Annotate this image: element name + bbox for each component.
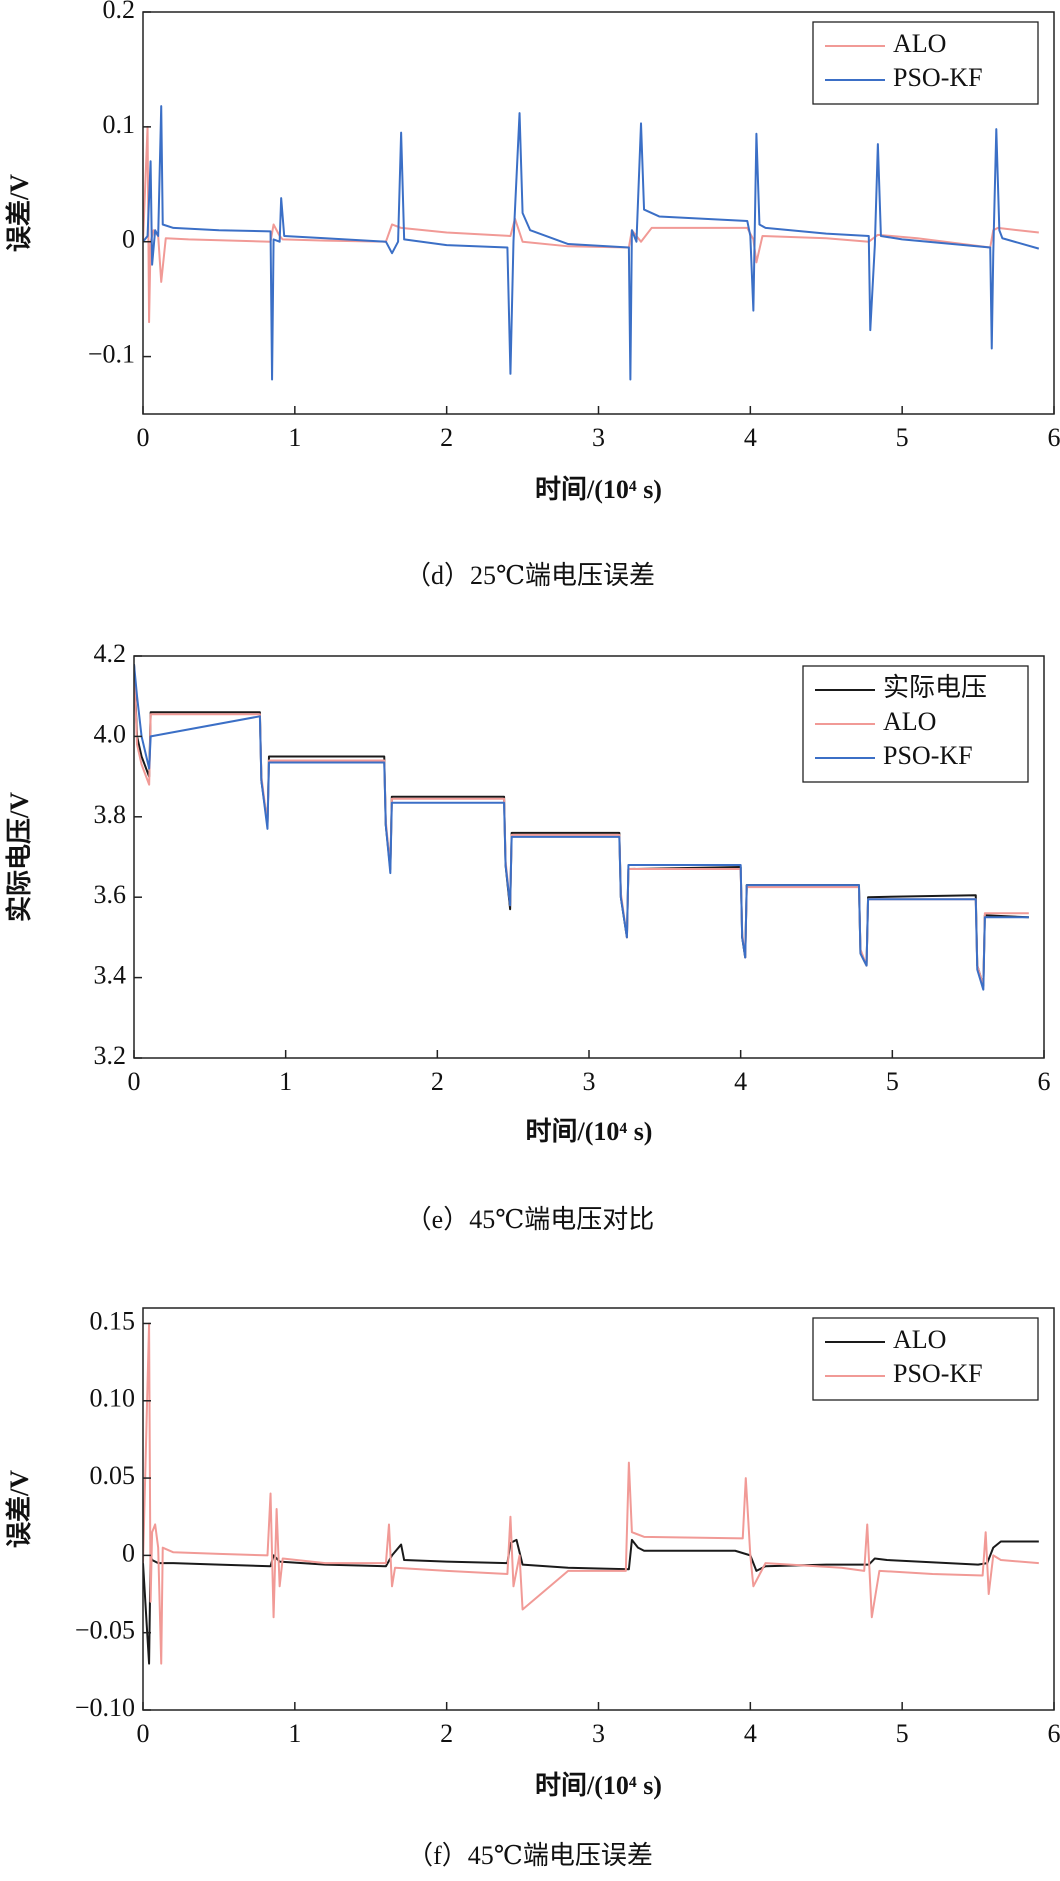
legend-label: PSO-KF xyxy=(893,1359,983,1388)
x-tick-label: 1 xyxy=(288,1719,301,1748)
x-tick-label: 2 xyxy=(431,1067,444,1096)
x-tick-label: 6 xyxy=(1038,1067,1051,1096)
y-tick-label: 0.1 xyxy=(103,110,136,139)
x-tick-label: 2 xyxy=(440,1719,453,1748)
y-tick-label: 3.4 xyxy=(94,961,127,990)
legend-label: PSO-KF xyxy=(883,741,973,770)
y-tick-label: −0.10 xyxy=(75,1693,135,1722)
chart: 0 1 2 3 4 5 6 3.2 3.4 3.6 3.8 4.0 4.2 时间/(10⁴ s) 实际电压/… xyxy=(4,639,1051,1234)
x-tick-label: 3 xyxy=(592,423,605,452)
legend-label: ALO xyxy=(893,29,946,58)
caption: （d）25℃端电压误差 xyxy=(405,561,655,590)
caption: （f）45℃端电压误差 xyxy=(407,1841,653,1870)
y-tick-label: 3.6 xyxy=(94,880,127,909)
legend-box xyxy=(812,1317,1039,1401)
legend-label: PSO-KF xyxy=(893,63,983,92)
legend: 实际电压 ALO PSO-KF xyxy=(802,665,1029,783)
x-tick-label: 1 xyxy=(279,1067,292,1096)
legend-box xyxy=(812,21,1039,105)
x-axis-label: 时间/(10⁴ s) xyxy=(535,475,662,504)
y-axis-label: 误差/V xyxy=(4,1470,34,1548)
y-tick-label: 0 xyxy=(122,225,135,254)
x-tick-label: 0 xyxy=(137,1719,150,1748)
caption: （e）45℃端电压对比 xyxy=(406,1205,655,1234)
chart: 0 1 2 3 4 5 6 −0.10 −0.05 0 0.05 0.10 0.15 时间/(10⁴ s)… xyxy=(4,1306,1060,1870)
y-tick-label: 0.10 xyxy=(90,1384,136,1413)
x-tick-label: 0 xyxy=(128,1067,141,1096)
series-line xyxy=(143,1322,1039,1665)
y-tick-label: −0.1 xyxy=(88,340,135,369)
y-tick-label: 0.05 xyxy=(90,1461,136,1490)
y-tick-label: 0 xyxy=(122,1538,135,1567)
x-axis-label: 时间/(10⁴ s) xyxy=(526,1117,653,1146)
y-tick-label: 3.2 xyxy=(94,1041,127,1070)
chart: 0 1 2 3 4 5 6 −0.1 0 0.1 0.2 时间/(10⁴ s) 误差/V （d）25℃端电… xyxy=(4,0,1060,590)
y-tick-label: 3.8 xyxy=(94,800,127,829)
y-axis-label: 误差/V xyxy=(4,174,34,252)
x-tick-label: 0 xyxy=(137,423,150,452)
legend-label: 实际电压 xyxy=(883,673,987,702)
x-tick-label: 4 xyxy=(744,423,757,452)
y-tick-label: 0.2 xyxy=(103,0,136,24)
series-line xyxy=(143,1538,1039,1665)
y-tick-label: 4.2 xyxy=(94,639,127,668)
legend-label: ALO xyxy=(893,1325,946,1354)
legend: ALO PSO-KF xyxy=(812,21,1039,105)
x-tick-label: 5 xyxy=(886,1067,899,1096)
x-tick-label: 3 xyxy=(583,1067,596,1096)
legend: ALO PSO-KF xyxy=(812,1317,1039,1401)
x-tick-label: 4 xyxy=(744,1719,757,1748)
legend-label: ALO xyxy=(883,707,936,736)
y-tick-label: −0.05 xyxy=(75,1616,135,1645)
x-axis-label: 时间/(10⁴ s) xyxy=(535,1771,662,1800)
x-tick-label: 6 xyxy=(1048,423,1060,452)
y-axis-label: 实际电压/V xyxy=(4,792,34,922)
series-line xyxy=(143,125,1039,324)
x-tick-label: 6 xyxy=(1048,1719,1060,1748)
x-tick-label: 2 xyxy=(440,423,453,452)
x-tick-label: 5 xyxy=(896,1719,909,1748)
y-tick-label: 4.0 xyxy=(94,719,127,748)
x-tick-label: 4 xyxy=(734,1067,747,1096)
x-tick-label: 3 xyxy=(592,1719,605,1748)
x-tick-label: 5 xyxy=(896,423,909,452)
series-line xyxy=(143,105,1040,381)
y-tick-label: 0.15 xyxy=(90,1306,136,1335)
x-tick-label: 1 xyxy=(288,423,301,452)
series-line xyxy=(134,663,1029,991)
